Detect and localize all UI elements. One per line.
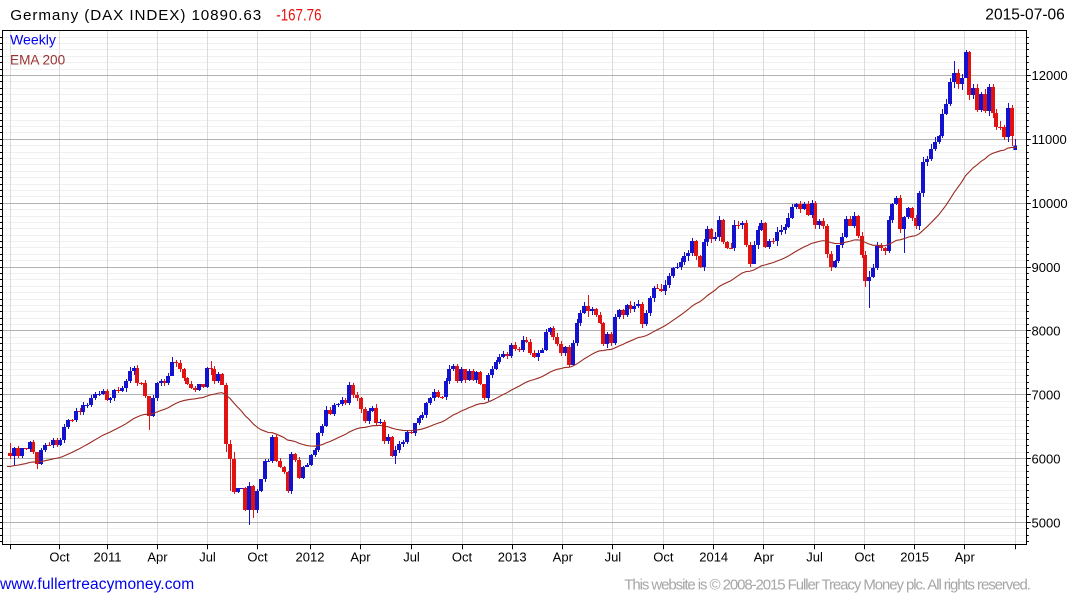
- svg-text:2015: 2015: [900, 550, 929, 565]
- svg-text:Jul: Jul: [199, 550, 216, 565]
- svg-text:Apr: Apr: [350, 550, 371, 565]
- svg-text:Oct: Oct: [49, 550, 70, 565]
- svg-text:Jul: Jul: [806, 550, 823, 565]
- svg-text:12000: 12000: [1032, 68, 1068, 83]
- svg-text:Oct: Oct: [854, 550, 875, 565]
- svg-text:Jul: Jul: [403, 550, 420, 565]
- svg-text:9000: 9000: [1032, 260, 1061, 275]
- svg-text:Apr: Apr: [553, 550, 574, 565]
- svg-text:11000: 11000: [1032, 132, 1067, 147]
- svg-text:2011: 2011: [94, 550, 122, 565]
- svg-text:2015-07-06: 2015-07-06: [985, 7, 1065, 24]
- svg-text:Oct: Oct: [452, 550, 473, 565]
- svg-text:Oct: Oct: [247, 550, 268, 565]
- svg-text:Weekly: Weekly: [10, 31, 57, 47]
- svg-text:5000: 5000: [1032, 515, 1061, 530]
- svg-text:2012: 2012: [296, 550, 325, 565]
- svg-text:Jul: Jul: [605, 550, 622, 565]
- svg-text:2013: 2013: [498, 550, 527, 565]
- svg-text:7000: 7000: [1032, 388, 1061, 403]
- svg-text:6000: 6000: [1032, 451, 1061, 466]
- svg-text:10000: 10000: [1032, 196, 1068, 211]
- svg-text:www.fullertreacymoney.com: www.fullertreacymoney.com: [0, 576, 194, 593]
- svg-text:2014: 2014: [699, 550, 728, 565]
- svg-text:-167.76: -167.76: [276, 7, 321, 25]
- svg-text:Apr: Apr: [147, 550, 168, 565]
- svg-text:Germany (DAX INDEX) 10890.63: Germany (DAX INDEX) 10890.63: [10, 7, 261, 24]
- svg-text:8000: 8000: [1032, 324, 1061, 339]
- svg-text:This website is © 2008-2015 Fu: This website is © 2008-2015 Fuller Treac…: [624, 577, 1031, 594]
- svg-text:Apr: Apr: [955, 550, 976, 565]
- svg-text:Oct: Oct: [653, 550, 674, 565]
- svg-text:Apr: Apr: [754, 550, 775, 565]
- svg-text:EMA 200: EMA 200: [10, 52, 66, 67]
